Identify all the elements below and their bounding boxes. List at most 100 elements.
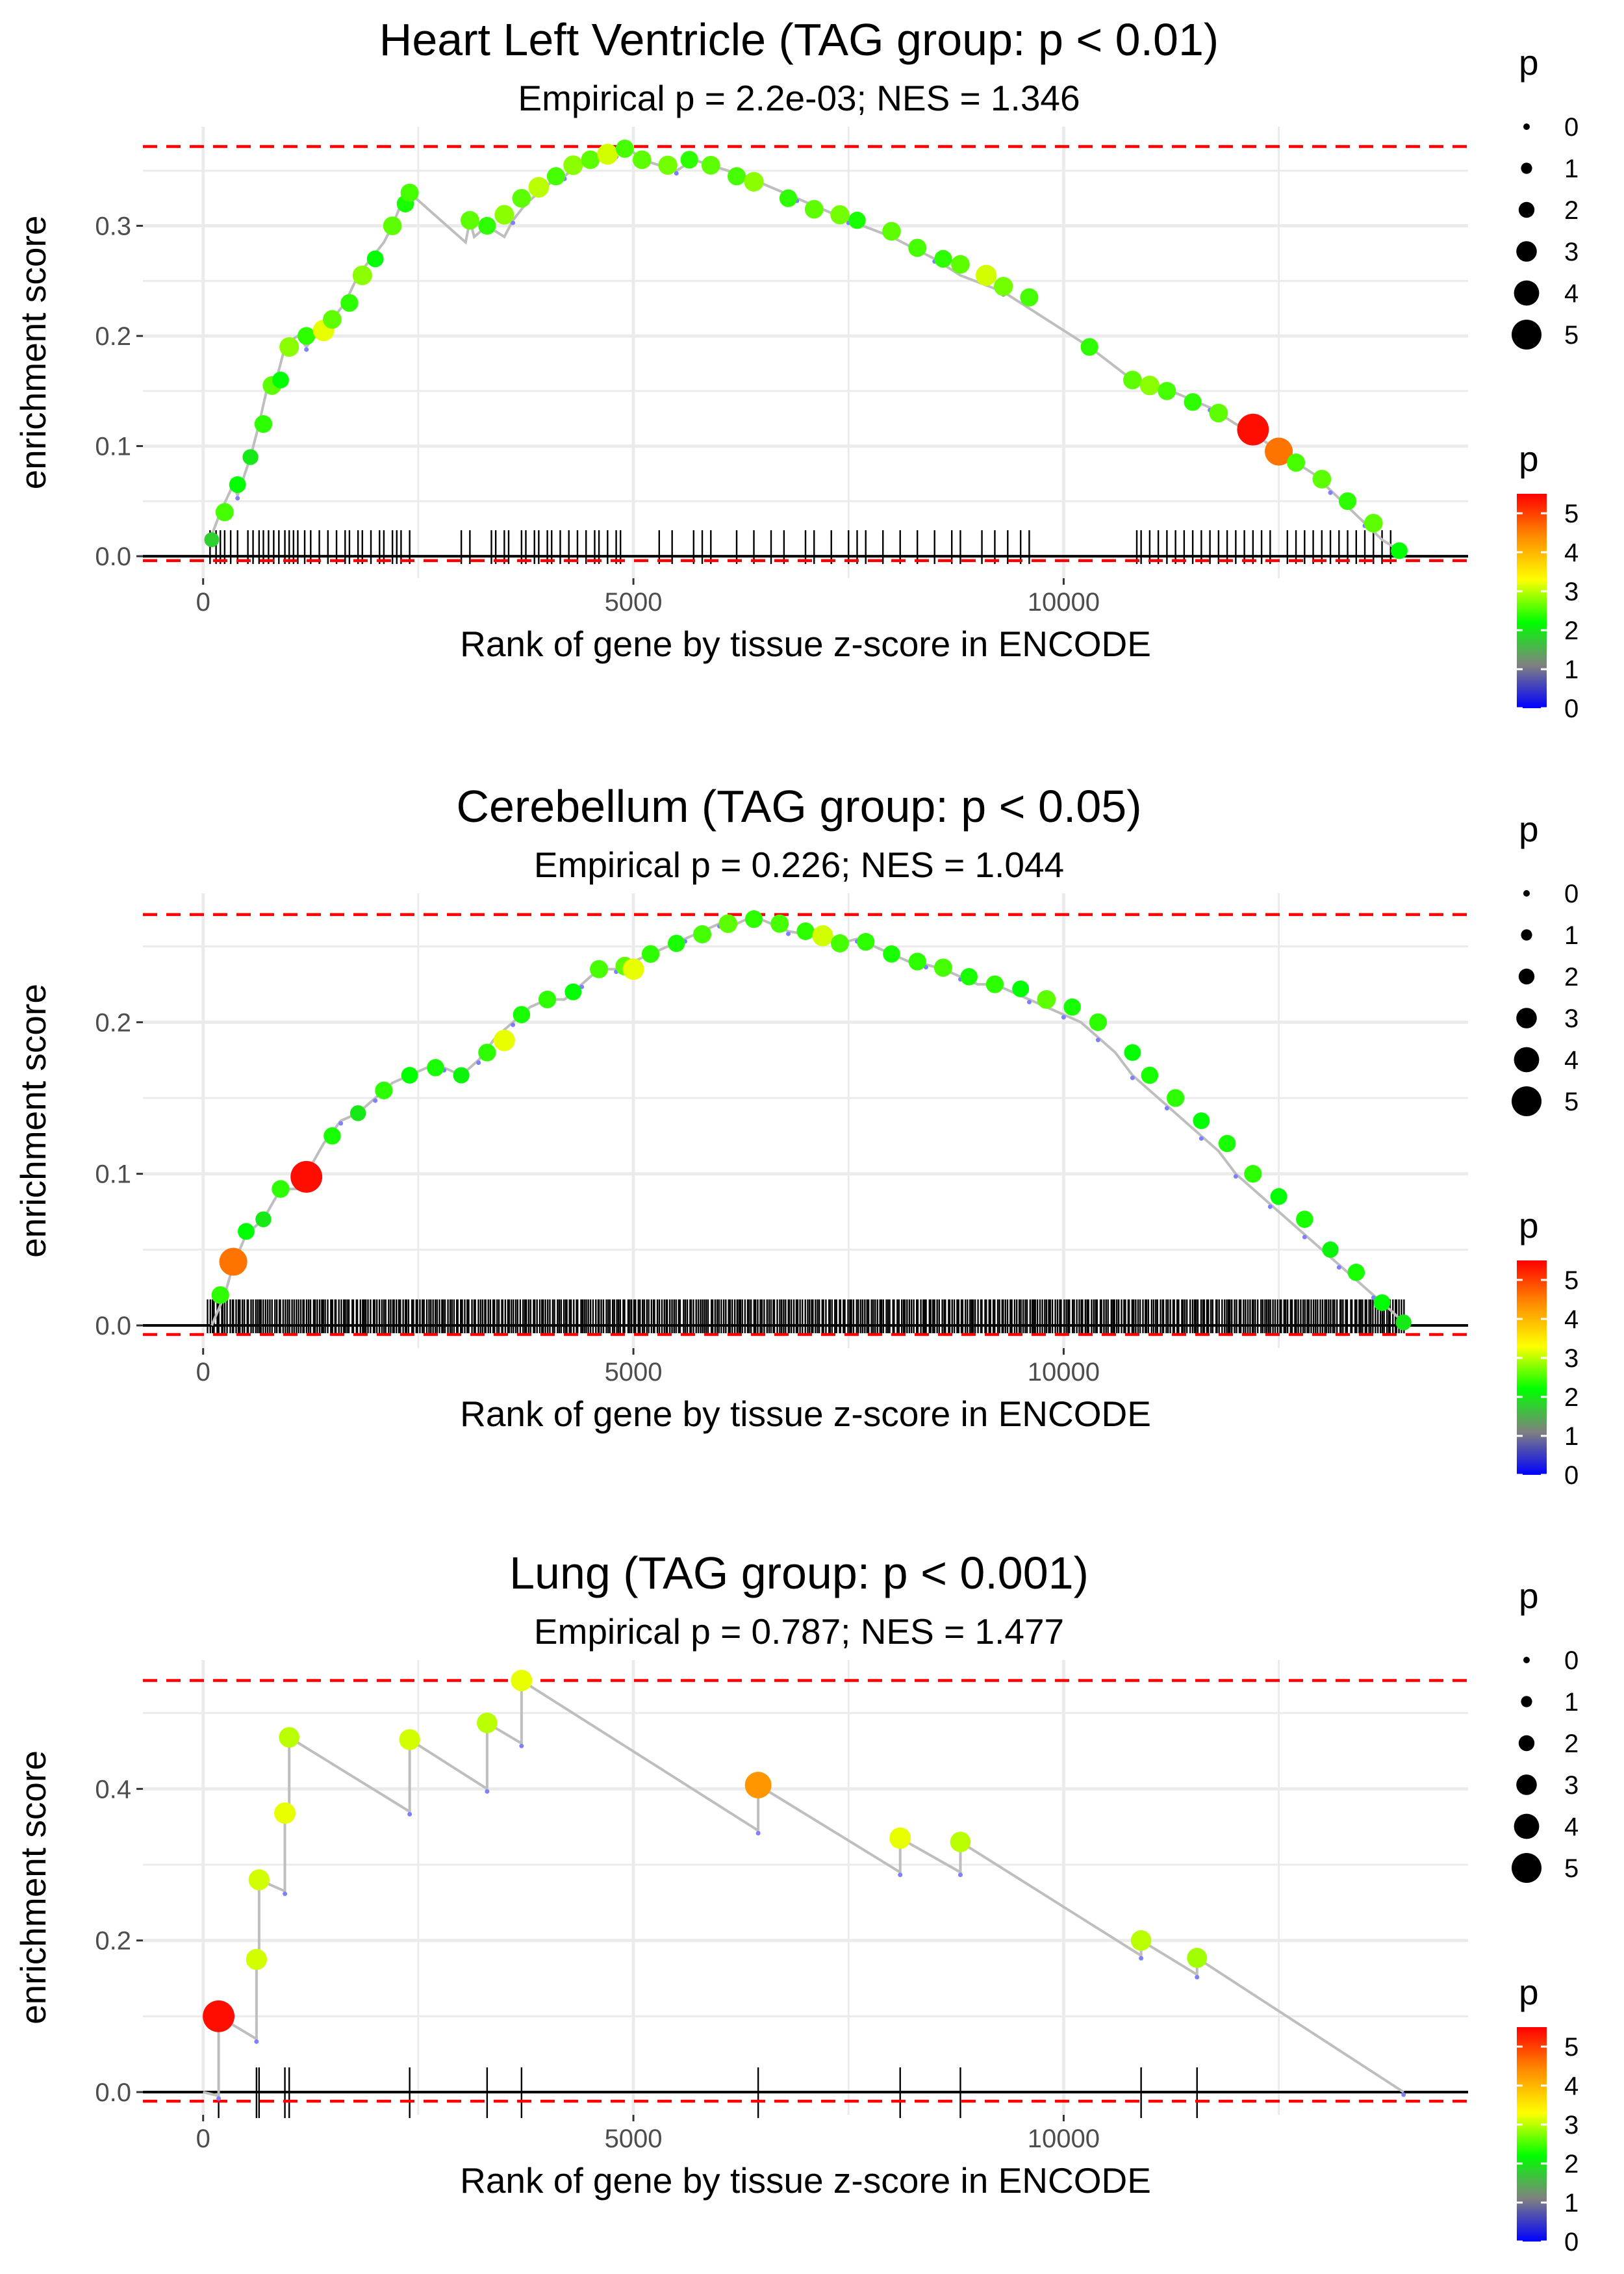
- gene-point: [908, 238, 927, 257]
- gene-point: [513, 1006, 531, 1023]
- gene-point: [272, 1180, 290, 1198]
- low-p-point: [338, 1121, 344, 1126]
- size-legend-key: [1518, 201, 1535, 218]
- low-p-point: [1336, 1265, 1341, 1270]
- gene-point: [1141, 1066, 1159, 1084]
- gene-point: [718, 914, 738, 934]
- size-legend-label: 0: [1564, 880, 1579, 908]
- low-p-point: [674, 171, 679, 176]
- size-legend-key: [1518, 1735, 1535, 1752]
- gene-point: [323, 310, 342, 329]
- gene-point: [744, 172, 764, 192]
- gene-point: [211, 1286, 229, 1304]
- low-p-point: [519, 1743, 524, 1748]
- size-legend-key: [1514, 1813, 1540, 1839]
- size-legend-label: 5: [1564, 1854, 1579, 1883]
- colorbar-label: 2: [1564, 617, 1579, 645]
- gene-point: [215, 503, 234, 522]
- gene-point: [1364, 513, 1383, 533]
- gene-point: [352, 265, 372, 285]
- y-axis-title: enrichment score: [13, 216, 53, 490]
- colorbar-label: 1: [1564, 2189, 1579, 2217]
- gene-point: [1209, 403, 1228, 423]
- size-legend-label: 2: [1564, 963, 1579, 991]
- gene-point: [744, 1772, 772, 1798]
- gene-point: [857, 933, 875, 951]
- gene-point: [238, 1223, 255, 1240]
- low-p-point: [1302, 1234, 1307, 1240]
- gene-point: [1322, 1241, 1339, 1258]
- gene-point: [993, 277, 1013, 296]
- colorbar-label: 4: [1564, 2072, 1579, 2101]
- size-legend-key: [1521, 929, 1532, 941]
- color-legend-title: p: [1519, 1205, 1539, 1246]
- x-tick-label: 10000: [1028, 2125, 1100, 2153]
- chart-title: Cerebellum (TAG group: p < 0.05): [456, 781, 1141, 832]
- low-p-point: [1401, 2092, 1406, 2097]
- size-legend-key: [1516, 1008, 1537, 1028]
- gene-point: [933, 958, 952, 977]
- gene-point: [889, 1827, 911, 1849]
- gene-point: [401, 1067, 418, 1084]
- size-legend-label: 3: [1564, 238, 1579, 266]
- panel-2: Cerebellum (TAG group: p < 0.05) Empirica…: [13, 781, 1579, 1490]
- gene-point: [744, 910, 763, 928]
- gene-point: [1184, 393, 1202, 411]
- gene-point: [340, 294, 359, 312]
- gene-point: [254, 415, 273, 433]
- gene-point: [641, 945, 660, 963]
- colorbar-label: 5: [1564, 2033, 1579, 2062]
- gene-point: [1139, 376, 1160, 396]
- gene-point: [1296, 1210, 1313, 1228]
- size-legend-label: 1: [1564, 1688, 1579, 1717]
- gene-point: [478, 1043, 496, 1062]
- gene-point: [693, 925, 712, 943]
- gene-point: [1265, 437, 1293, 466]
- gene-point: [1124, 1044, 1141, 1061]
- colorbar-label: 0: [1564, 695, 1579, 723]
- gene-point: [511, 1669, 533, 1692]
- low-p-point: [898, 1872, 903, 1878]
- low-p-point: [1139, 1956, 1144, 1961]
- size-legend-label: 0: [1564, 1646, 1579, 1675]
- low-p-point: [216, 2096, 222, 2101]
- colorbar-label: 1: [1564, 1422, 1579, 1451]
- low-p-point: [786, 931, 791, 936]
- colorbar: [1517, 1260, 1547, 1475]
- gene-point: [229, 476, 246, 493]
- gene-point: [960, 968, 978, 986]
- gene-point: [1391, 542, 1408, 559]
- gene-point: [680, 151, 698, 169]
- y-tick-label: 0.2: [95, 1008, 131, 1037]
- gene-point: [383, 216, 402, 235]
- size-legend-key: [1516, 1774, 1537, 1795]
- gene-point: [597, 144, 618, 165]
- y-tick-label: 0.2: [95, 1927, 131, 1956]
- gene-point: [219, 1247, 247, 1276]
- gene-point: [279, 337, 299, 357]
- size-legend-key: [1523, 890, 1530, 897]
- size-legend-title: p: [1519, 809, 1539, 849]
- chart-title: Heart Left Ventricle (TAG group: p < 0.0…: [379, 14, 1219, 65]
- colorbar-label: 3: [1564, 2111, 1579, 2140]
- gene-point: [427, 1059, 444, 1077]
- gene-point: [830, 205, 850, 225]
- x-tick-label: 10000: [1028, 1358, 1100, 1386]
- low-p-point: [1026, 999, 1032, 1004]
- panel-1: Heart Left Ventricle (TAG group: p < 0.0…: [13, 14, 1579, 723]
- colorbar-label: 2: [1564, 2150, 1579, 2178]
- gene-point: [279, 1727, 299, 1748]
- gene-point: [1244, 1165, 1262, 1183]
- plot-area: [143, 127, 1468, 578]
- gene-point: [1312, 470, 1332, 489]
- gene-point: [242, 449, 259, 465]
- gene-point: [538, 990, 557, 1008]
- gene-point: [272, 371, 289, 389]
- size-legend-label: 3: [1564, 1004, 1579, 1033]
- panel-3: Lung (TAG group: p < 0.001) Empirical p =…: [13, 1548, 1579, 2256]
- gene-point: [632, 150, 652, 170]
- gene-point: [349, 1105, 366, 1121]
- low-p-point: [511, 220, 516, 225]
- x-axis-title: Rank of gene by tissue z-score in ENCODE: [460, 624, 1151, 664]
